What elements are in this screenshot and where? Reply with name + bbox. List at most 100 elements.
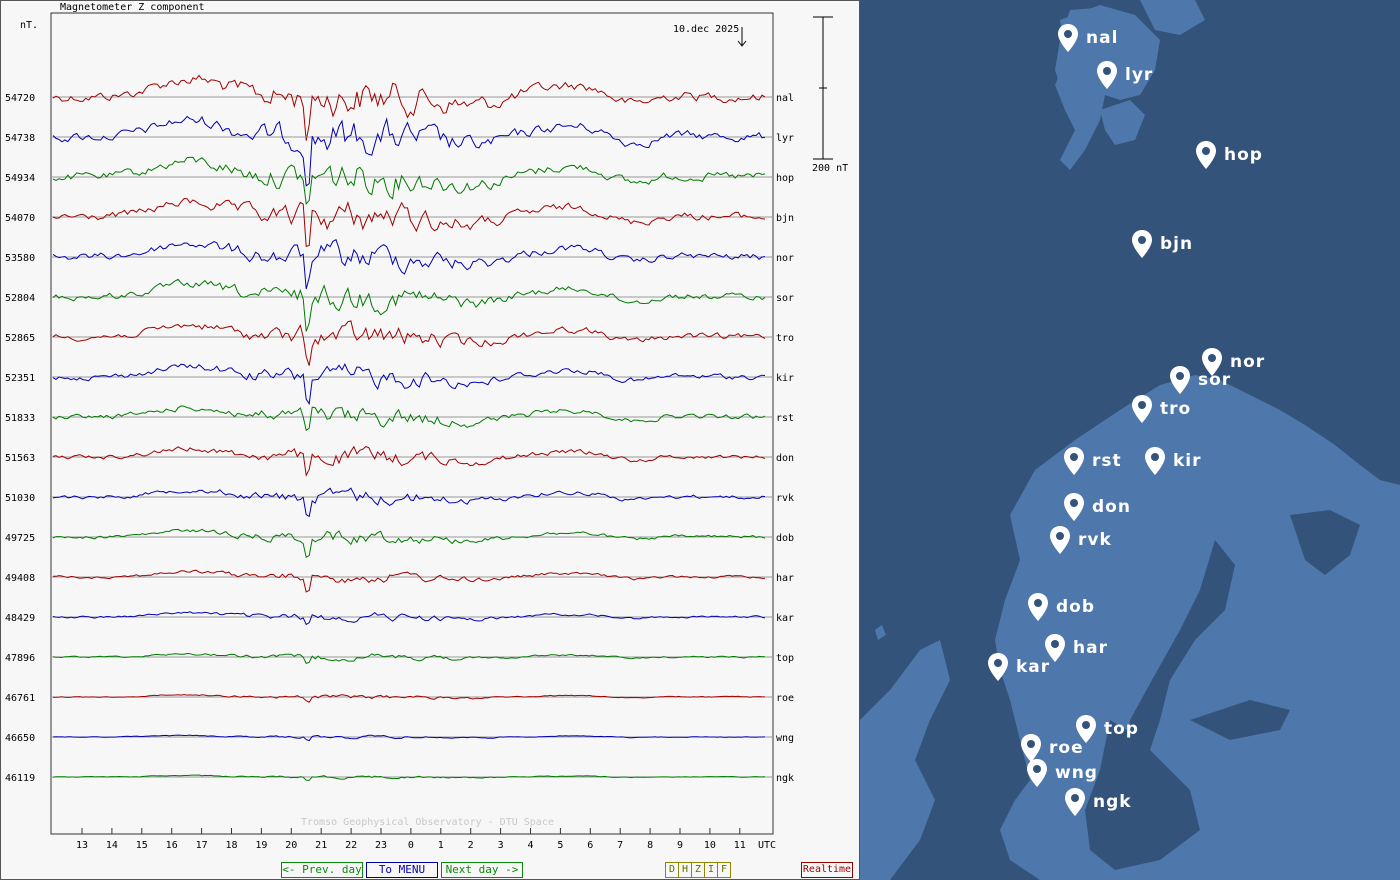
series-line-kir [52,363,766,406]
map-pin-icon[interactable] [1044,633,1066,663]
x-tick-label: 15 [136,840,148,851]
station-label: tro [776,333,794,344]
series-line-nor [52,238,766,290]
y-baseline-label: 51563 [5,453,35,464]
chart-title: Magnetometer Z component [60,2,205,13]
date-arrow-head [737,40,747,47]
series-line-rst [52,405,766,432]
x-tick-label: 20 [285,840,297,851]
map-pin-icon[interactable] [1096,60,1118,90]
station-map: nal lyr hop bjn nor sor tro rst kir don rvk dob har k… [860,0,1400,880]
map-pin-icon[interactable] [1057,23,1079,53]
prev-day-button[interactable]: <- Prev. day [281,862,363,878]
y-baseline-label: 46650 [5,733,35,744]
series-line-hop [52,156,766,205]
x-tick-label: 5 [557,840,563,851]
component-h-button[interactable]: H [678,862,692,878]
next-day-button[interactable]: Next day -> [441,862,523,878]
faroe-shetland [875,625,886,640]
map-pin-icon[interactable] [1201,347,1223,377]
y-baseline-label: 48429 [5,613,35,624]
british-isles [860,640,950,880]
station-label: wng [776,733,794,744]
y-baseline-label: 54934 [5,173,35,184]
x-tick-label: 18 [225,840,237,851]
series-line-roe [52,694,766,703]
y-baseline-label: 54738 [5,133,35,144]
map-pin-icon[interactable] [1195,140,1217,170]
x-tick-label: 10 [704,840,716,851]
map-pin-icon[interactable] [1131,394,1153,424]
series-line-rvk [52,487,766,518]
series-line-don [52,445,766,478]
x-tick-label: 16 [166,840,178,851]
map-pin-icon[interactable] [1075,714,1097,744]
y-baseline-label: 51030 [5,493,35,504]
map-pin-icon[interactable] [1169,365,1191,395]
station-label: nal [776,93,794,104]
x-tick-label: 14 [106,840,118,851]
map-station-label[interactable]: rst [1092,451,1122,471]
watermark: Tromso Geophysical Observatory - DTU Spa… [301,817,554,828]
map-station-label[interactable]: hop [1224,145,1263,165]
y-baseline-label: 49725 [5,533,35,544]
map-pin-icon[interactable] [1026,758,1048,788]
realtime-button[interactable]: Realtime [801,862,853,878]
series-line-tro [52,320,766,366]
y-baseline-label: 46119 [5,773,35,784]
map-station-label[interactable]: nal [1086,28,1119,48]
map-station-label[interactable]: nor [1230,352,1266,372]
map-station-label[interactable]: don [1092,497,1131,517]
map-station-label[interactable]: rvk [1078,530,1112,550]
map-station-label[interactable]: roe [1049,738,1084,758]
map-station-label[interactable]: ngk [1093,792,1132,812]
map-station-label[interactable]: wng [1055,763,1098,783]
map-pin-icon[interactable] [1063,446,1085,476]
y-baseline-label: 52351 [5,373,35,384]
x-tick-label: 0 [408,840,414,851]
map-station-label[interactable]: dob [1056,597,1096,617]
gulf-of-bothnia [1122,540,1235,800]
y-baseline-label: 54070 [5,213,35,224]
map-station-label[interactable]: top [1104,719,1139,739]
map-pin-icon[interactable] [1131,229,1153,259]
x-tick-label: 4 [527,840,533,851]
magnetometer-chart-panel: 13 14 15 16 17 18 19 20 21 22 23 0 1 2 3 4 5 6 7 8 9 10 11 UTC 5… [0,0,860,880]
map-station-label[interactable]: har [1073,638,1108,658]
component-z-button[interactable]: Z [691,862,705,878]
station-label: hop [776,173,794,184]
y-baseline-label: 47896 [5,653,35,664]
map-pin-icon[interactable] [1049,525,1071,555]
x-tick-label: 19 [255,840,267,851]
map-station-label[interactable]: sor [1198,370,1232,390]
nordaustlandet [1140,0,1205,35]
map-pin-icon[interactable] [1027,592,1049,622]
x-tick-label: UTC [758,840,776,851]
station-label: rvk [776,493,794,504]
map-station-label[interactable]: tro [1160,399,1192,419]
x-tick-label: 21 [315,840,327,851]
component-i-button[interactable]: I [704,862,718,878]
y-baseline-label: 46761 [5,693,35,704]
series-line-nal [52,74,766,141]
series-line-dob [52,528,766,558]
station-label: top [776,653,794,664]
to-menu-button[interactable]: To MENU [366,862,438,878]
map-station-label[interactable]: kir [1173,451,1202,471]
map-station-label[interactable]: bjn [1160,234,1194,254]
series-line-lyr [52,115,766,187]
map-station-label[interactable]: lyr [1125,65,1154,85]
y-baseline-label: 51833 [5,413,35,424]
map-station-label[interactable]: kar [1016,657,1051,677]
component-d-button[interactable]: D [665,862,679,878]
map-pin-icon[interactable] [987,652,1009,682]
series-line-sor [52,278,766,332]
station-label: sor [776,293,794,304]
map-pin-icon[interactable] [1020,733,1042,763]
baltic-sea [1085,720,1200,870]
map-pin-icon[interactable] [1064,787,1086,817]
map-pin-icon[interactable] [1063,492,1085,522]
component-f-button[interactable]: F [717,862,731,878]
map-pin-icon[interactable] [1144,446,1166,476]
component-selector: D H Z I F [665,862,731,878]
